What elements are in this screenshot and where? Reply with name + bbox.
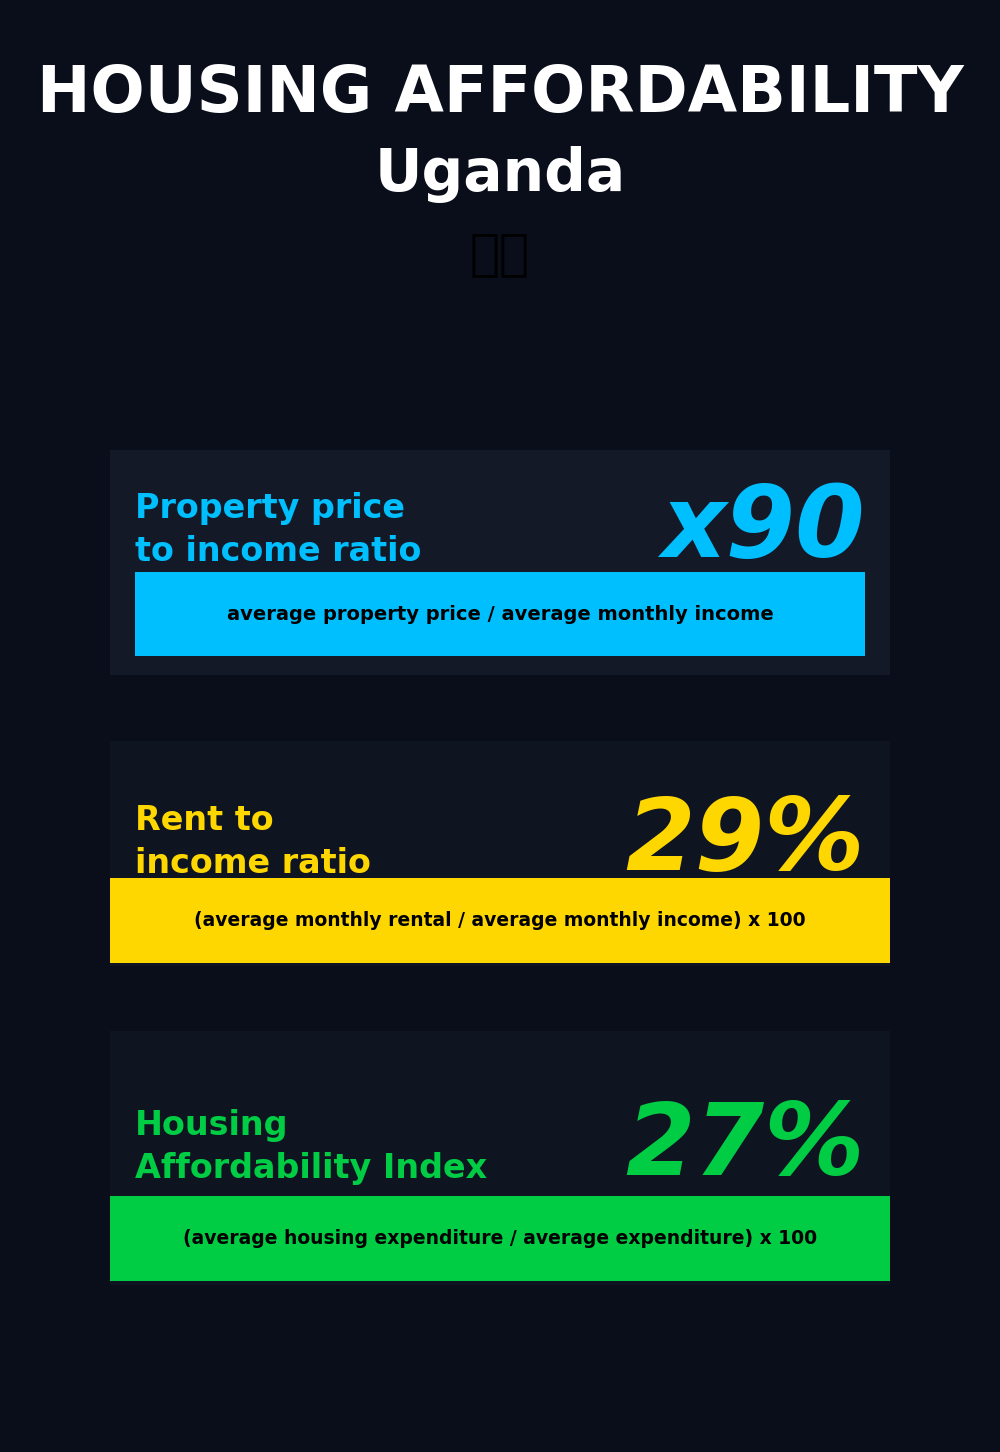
Text: Housing
Affordability Index: Housing Affordability Index — [135, 1109, 487, 1185]
FancyBboxPatch shape — [110, 741, 890, 966]
Text: average property price / average monthly income: average property price / average monthly… — [227, 604, 773, 624]
Text: 27%: 27% — [625, 1099, 865, 1195]
Text: 🇺🇬: 🇺🇬 — [470, 229, 530, 279]
FancyBboxPatch shape — [110, 450, 890, 675]
Text: Property price
to income ratio: Property price to income ratio — [135, 492, 422, 568]
Text: (average monthly rental / average monthly income) x 100: (average monthly rental / average monthl… — [194, 910, 806, 931]
Text: Rent to
income ratio: Rent to income ratio — [135, 804, 371, 880]
Text: HOUSING AFFORDABILITY: HOUSING AFFORDABILITY — [37, 64, 963, 125]
Text: (average housing expenditure / average expenditure) x 100: (average housing expenditure / average e… — [183, 1228, 817, 1249]
Text: Uganda: Uganda — [374, 145, 626, 203]
Text: x90: x90 — [661, 482, 865, 578]
FancyBboxPatch shape — [110, 1031, 890, 1285]
FancyBboxPatch shape — [110, 1196, 890, 1281]
Text: 29%: 29% — [625, 794, 865, 890]
FancyBboxPatch shape — [135, 572, 865, 656]
FancyBboxPatch shape — [110, 878, 890, 963]
